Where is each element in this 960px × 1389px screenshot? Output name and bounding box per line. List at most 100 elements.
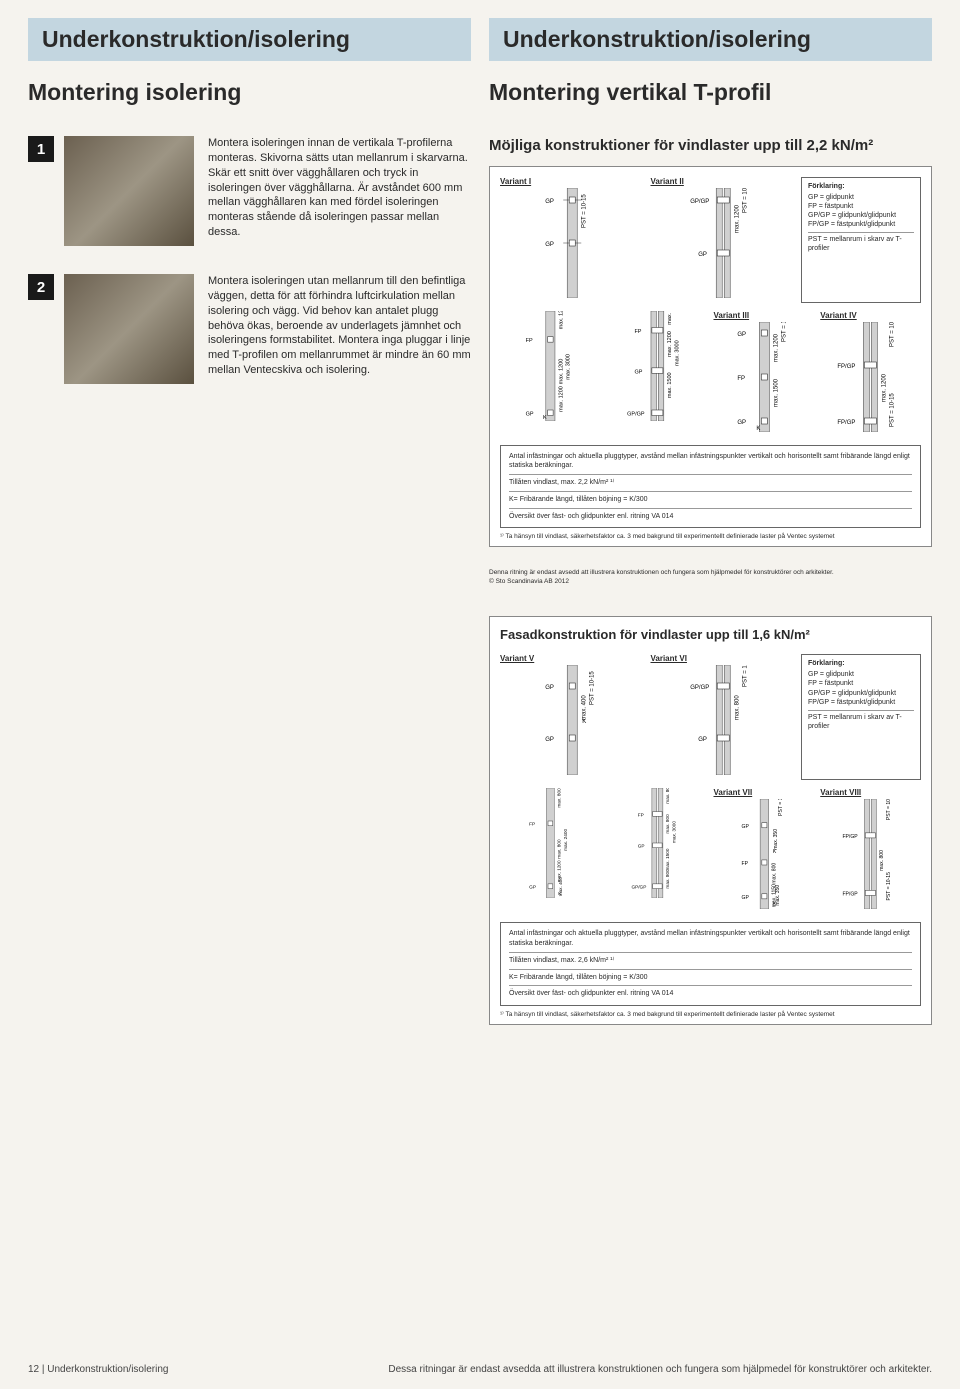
svg-text:PST = 10-15: PST = 10-15 (742, 188, 748, 213)
section-header-right: Underkonstruktion/isolering (489, 18, 932, 61)
step-2-photo (64, 274, 194, 384)
svg-text:max. 1500: max. 1500 (667, 372, 673, 398)
right-column: Möjliga konstruktioner för vindlaster up… (489, 136, 932, 1047)
svg-text:max. 400: max. 400 (581, 695, 587, 720)
svg-text:FP: FP (526, 338, 533, 344)
svg-text:max. 350: max. 350 (774, 885, 780, 906)
svg-text:max. 1200: max. 1200 (667, 311, 673, 325)
svg-text:GP: GP (545, 199, 554, 205)
svg-text:PST = 10-15: PST = 10-15 (589, 671, 595, 705)
svg-text:PST = 10-15: PST = 10-15 (886, 872, 892, 901)
svg-text:PST = 10-15: PST = 10-15 (890, 322, 896, 347)
svg-text:FP/GP: FP/GP (838, 420, 856, 426)
svg-text:GP: GP (545, 242, 554, 248)
svg-text:GP: GP (637, 844, 644, 849)
variant-7: Variant VII GP FP GP (714, 788, 815, 914)
svg-text:GP: GP (737, 332, 746, 338)
section-header-left: Underkonstruktion/isolering (28, 18, 471, 61)
diagram-1-copyright: Denna ritning är endast avsedd att illus… (489, 569, 932, 586)
svg-text:max. 1200: max. 1200 (558, 386, 564, 412)
svg-text:PST = 10-15: PST = 10-15 (778, 799, 784, 816)
svg-text:max. 1200: max. 1200 (558, 358, 564, 384)
svg-text:GP/GP: GP/GP (690, 685, 709, 691)
diagram-2-legend: Förklaring: GP = glidpunkt FP = fästpunk… (801, 654, 921, 780)
svg-text:max. 800: max. 800 (879, 850, 885, 871)
svg-text:max. 1200: max. 1200 (667, 331, 673, 357)
svg-text:GP: GP (545, 737, 554, 743)
step-1-text: Montera isoleringen innan de vertikala T… (208, 136, 471, 246)
svg-text:max. 1500: max. 1500 (665, 848, 670, 870)
step-1-photo (64, 136, 194, 246)
step-2-text: Montera isoleringen utan mellanrum till … (208, 274, 471, 384)
svg-text:GP/GP: GP/GP (631, 885, 646, 890)
svg-text:FP: FP (634, 329, 641, 335)
svg-text:FP/GP: FP/GP (838, 364, 856, 370)
subheader-left: Montering isolering (28, 79, 471, 106)
diagram-1-title: Möjliga konstruktioner för vindlaster up… (489, 136, 932, 156)
svg-text:max. 350: max. 350 (773, 829, 779, 850)
step-2: 2 Montera isoleringen utan mellanrum til… (28, 274, 471, 384)
svg-text:max. 400: max. 400 (558, 877, 563, 897)
svg-text:max. 800: max. 800 (665, 869, 670, 889)
svg-text:FP/GP: FP/GP (843, 892, 859, 898)
svg-text:max. 800: max. 800 (557, 839, 562, 859)
svg-text:PST = 10-15: PST = 10-15 (581, 193, 587, 227)
diagram-2-notes: Antal infästningar och aktuella pluggtyp… (500, 922, 921, 1006)
svg-text:K: K (582, 719, 586, 725)
diagram-2-footnote: ¹⁾ Ta hänsyn till vindlast, säkerhetsfak… (500, 1010, 921, 1018)
svg-text:max. 3000: max. 3000 (566, 354, 572, 380)
diagram-1-legend: Förklaring: GP = glidpunkt FP = fästpunk… (801, 177, 921, 303)
variant-1: Variant I GP GP PST = 10-15 (500, 177, 645, 303)
variant-6-cont: FP GP GP/GP max. 800 max. 3000 max. 800 … (607, 788, 708, 914)
svg-text:K: K (543, 415, 547, 421)
variant-2: Variant II GP/GP GP max. 1200 (651, 177, 796, 303)
svg-text:max. 1200: max. 1200 (558, 311, 564, 329)
variant-1-cont: FP GP max. 1200 max. 3000 max. 1200 max.… (500, 311, 601, 437)
svg-text:GP: GP (529, 885, 536, 890)
svg-text:max. 800: max. 800 (665, 788, 670, 804)
svg-text:FP: FP (737, 376, 745, 382)
footer-left: 12 | Underkonstruktion/isolering (28, 1364, 168, 1375)
svg-text:max. 800: max. 800 (665, 814, 670, 834)
svg-text:FP: FP (741, 861, 748, 867)
svg-text:max. 800: max. 800 (734, 695, 740, 720)
svg-text:FP/GP: FP/GP (843, 834, 859, 840)
svg-text:PST = 10-15: PST = 10-15 (886, 799, 892, 820)
svg-text:GP: GP (698, 252, 707, 258)
svg-text:GP: GP (737, 420, 746, 426)
step-1: 1 Montera isoleringen innan de vertikala… (28, 136, 471, 246)
variant-3: Variant III GP FP GP (714, 311, 815, 437)
diagram-1: Möjliga konstruktioner för vindlaster up… (489, 136, 932, 586)
svg-text:GP: GP (545, 685, 554, 691)
svg-text:max. 1200: max. 1200 (773, 333, 779, 362)
svg-text:PST = 10-15: PST = 10-15 (890, 392, 896, 426)
svg-text:K: K (756, 426, 760, 432)
step-number: 1 (28, 136, 54, 162)
left-column: 1 Montera isoleringen innan de vertikala… (28, 136, 471, 1047)
svg-text:GP: GP (634, 369, 642, 375)
footer-right: Dessa ritningar är endast avsedda att il… (388, 1364, 932, 1375)
svg-text:GP: GP (741, 895, 749, 901)
step-number: 2 (28, 274, 54, 300)
diagram-1-footnote: ¹⁾ Ta hänsyn till vindlast, säkerhetsfak… (500, 532, 921, 540)
svg-text:GP/GP: GP/GP (627, 411, 645, 417)
diagram-2: Fasadkonstruktion för vindlaster upp til… (489, 616, 932, 1025)
svg-text:FP: FP (637, 813, 643, 818)
svg-text:max. 1200: max. 1200 (882, 373, 888, 402)
svg-text:max. 3000: max. 3000 (671, 821, 676, 843)
variant-4: Variant IV FP/GP FP/GP max. 120 (820, 311, 921, 437)
variant-2-cont: FP GP GP/GP max. 1200 max. 3000 max. 120… (607, 311, 708, 437)
svg-text:max. 3000: max. 3000 (674, 340, 680, 366)
variant-5: Variant V GP GP max. 400 PST = 1 (500, 654, 645, 780)
svg-text:max. 800: max. 800 (557, 788, 562, 808)
svg-text:max. 2400: max. 2400 (563, 829, 568, 851)
svg-text:max. 1500: max. 1500 (773, 378, 779, 407)
svg-text:FP: FP (529, 822, 535, 827)
svg-text:max. 1200: max. 1200 (734, 204, 740, 233)
diagram-2-title: Fasadkonstruktion för vindlaster upp til… (500, 627, 921, 644)
subheader-right: Montering vertikal T-profil (489, 79, 932, 106)
svg-text:GP: GP (526, 411, 534, 417)
diagram-1-notes: Antal infästningar och aktuella pluggtyp… (500, 445, 921, 529)
svg-text:GP/GP: GP/GP (690, 199, 709, 205)
svg-text:GP: GP (741, 824, 749, 830)
